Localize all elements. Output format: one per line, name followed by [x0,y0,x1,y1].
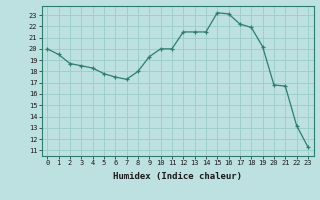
X-axis label: Humidex (Indice chaleur): Humidex (Indice chaleur) [113,172,242,181]
